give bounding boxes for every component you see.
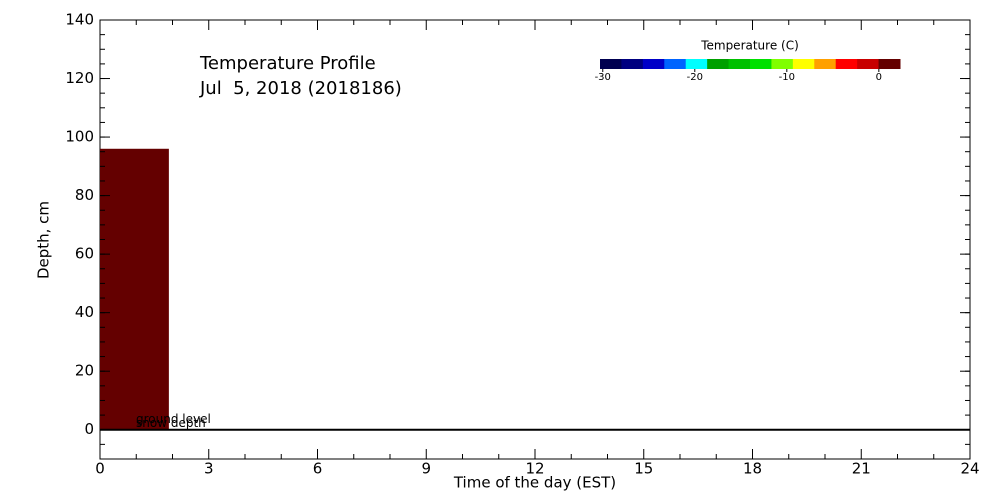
- x-tick-label: 15: [634, 460, 653, 478]
- x-tick-label: 18: [743, 460, 762, 478]
- annotation: snow depth: [136, 416, 206, 430]
- colorbar-tick-label: -10: [779, 72, 795, 83]
- colorbar-tick-label: -20: [687, 72, 703, 83]
- y-tick-label: 140: [65, 11, 94, 29]
- colorbar-segment: [750, 59, 772, 69]
- y-tick-label: 0: [84, 420, 94, 438]
- colorbar-segment: [642, 59, 665, 69]
- x-tick-label: 6: [313, 460, 323, 478]
- x-axis-label: Time of the day (EST): [453, 474, 616, 492]
- y-tick-label: 100: [65, 128, 94, 146]
- x-tick-label: 24: [960, 460, 979, 478]
- colorbar-segment: [728, 59, 751, 69]
- colorbar-tick-label: -30: [595, 72, 611, 83]
- annotation: ground level: [136, 412, 211, 426]
- x-tick-label: 9: [421, 460, 431, 478]
- colorbar-segment: [857, 59, 880, 69]
- x-tick-label: 3: [204, 460, 214, 478]
- y-tick-label: 120: [65, 69, 94, 87]
- colorbar-segment: [792, 59, 815, 69]
- y-tick-label: 20: [75, 362, 94, 380]
- colorbar-label: Temperature (C): [700, 39, 799, 53]
- y-tick-label: 60: [75, 245, 94, 263]
- x-tick-label: 12: [525, 460, 544, 478]
- colorbar-segment: [771, 59, 794, 69]
- colorbar-segment: [621, 59, 644, 69]
- colorbar-segment: [878, 59, 901, 69]
- depth-bar: [100, 148, 169, 430]
- colorbar-segment: [814, 59, 837, 69]
- colorbar-tick-label: 0: [876, 72, 882, 83]
- colorbar-segment: [664, 59, 687, 69]
- chart-title: Temperature Profile: [199, 53, 376, 74]
- colorbar-segment: [685, 59, 708, 69]
- y-tick-label: 40: [75, 303, 94, 321]
- colorbar-segment: [600, 59, 622, 69]
- chart-subtitle: Jul 5, 2018 (2018186): [199, 78, 402, 99]
- colorbar-segment: [707, 59, 730, 69]
- x-tick-label: 21: [852, 460, 871, 478]
- y-tick-label: 80: [75, 186, 94, 204]
- y-axis-label: Depth, cm: [35, 201, 53, 279]
- colorbar-segment: [835, 59, 858, 69]
- x-tick-label: 0: [95, 460, 105, 478]
